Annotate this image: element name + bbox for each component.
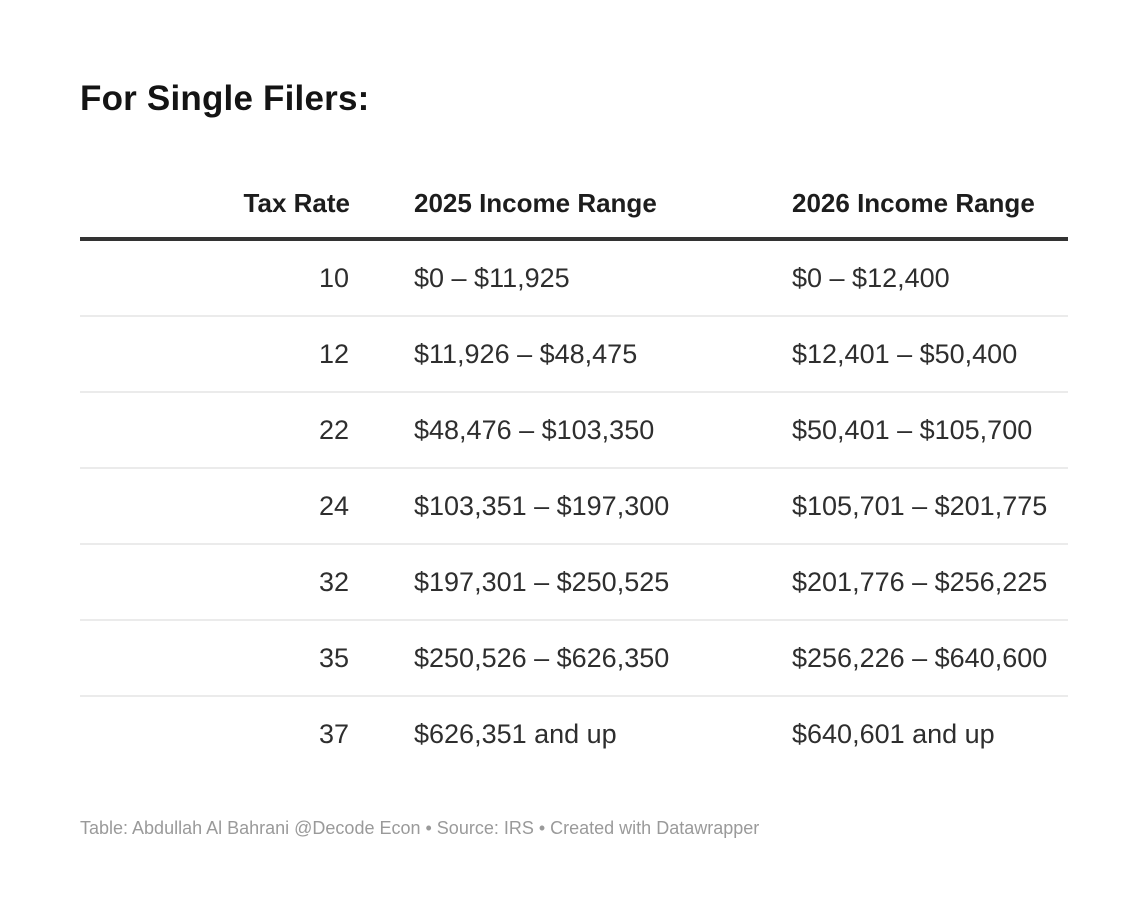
income-2026-cell: $640,601 and up xyxy=(792,718,995,749)
income-2025-cell: $250,526 – $626,350 xyxy=(350,620,728,697)
table-row: 24 $103,351 – $197,300 $105,701 – $201,7… xyxy=(80,468,1068,545)
income-2026-cell: $105,701 – $201,775 xyxy=(728,468,1068,545)
tax-rate-cell: 35 xyxy=(80,620,350,697)
income-2026-cell: $12,401 – $50,400 xyxy=(728,316,1068,393)
income-2025-cell: $0 – $11,925 xyxy=(350,239,728,317)
table-row: 35 $250,526 – $626,350 $256,226 – $640,6… xyxy=(80,620,1068,697)
income-2025-cell: $11,926 – $48,475 xyxy=(350,316,728,393)
table-row: 10 $0 – $11,925 $0 – $12,400 xyxy=(80,239,1068,317)
page-title: For Single Filers: xyxy=(80,79,370,118)
column-header-tax-rate: Tax Rate xyxy=(80,178,350,241)
column-header-2026-income-range: 2026 Income Range xyxy=(728,178,1068,241)
table-row: 37 $626,351 and up $640,601 and up xyxy=(80,696,1068,771)
tax-rate-cell: 37 xyxy=(318,718,349,749)
tax-rate-cell: 12 xyxy=(80,316,350,393)
tax-rate-cell: 24 xyxy=(80,468,350,545)
tax-rate-cell: 22 xyxy=(80,392,350,469)
income-2026-cell: $0 – $12,400 xyxy=(728,239,1068,317)
table-header-row: Tax Rate 2025 Income Range 2026 Income R… xyxy=(80,178,1068,241)
income-2025-cell: $48,476 – $103,350 xyxy=(350,392,728,469)
income-2026-cell: $256,226 – $640,600 xyxy=(728,620,1068,697)
income-2026-cell: $50,401 – $105,700 xyxy=(728,392,1068,469)
table-row: 32 $197,301 – $250,525 $201,776 – $256,2… xyxy=(80,544,1068,621)
table-row: 22 $48,476 – $103,350 $50,401 – $105,700 xyxy=(80,392,1068,469)
table-attribution-footer: Table: Abdullah Al Bahrani @Decode Econ … xyxy=(80,818,760,838)
income-2026-cell: $201,776 – $256,225 xyxy=(728,544,1068,621)
income-2025-cell: $626,351 and up xyxy=(414,718,617,749)
tax-rate-cell: 10 xyxy=(80,239,350,317)
tax-brackets-table: Tax Rate 2025 Income Range 2026 Income R… xyxy=(80,178,1068,771)
column-header-2025-income-range: 2025 Income Range xyxy=(350,178,728,241)
income-2025-cell: $103,351 – $197,300 xyxy=(350,468,728,545)
tax-rate-cell: 32 xyxy=(80,544,350,621)
income-2025-cell: $197,301 – $250,525 xyxy=(350,544,728,621)
table-row: 12 $11,926 – $48,475 $12,401 – $50,400 xyxy=(80,316,1068,393)
